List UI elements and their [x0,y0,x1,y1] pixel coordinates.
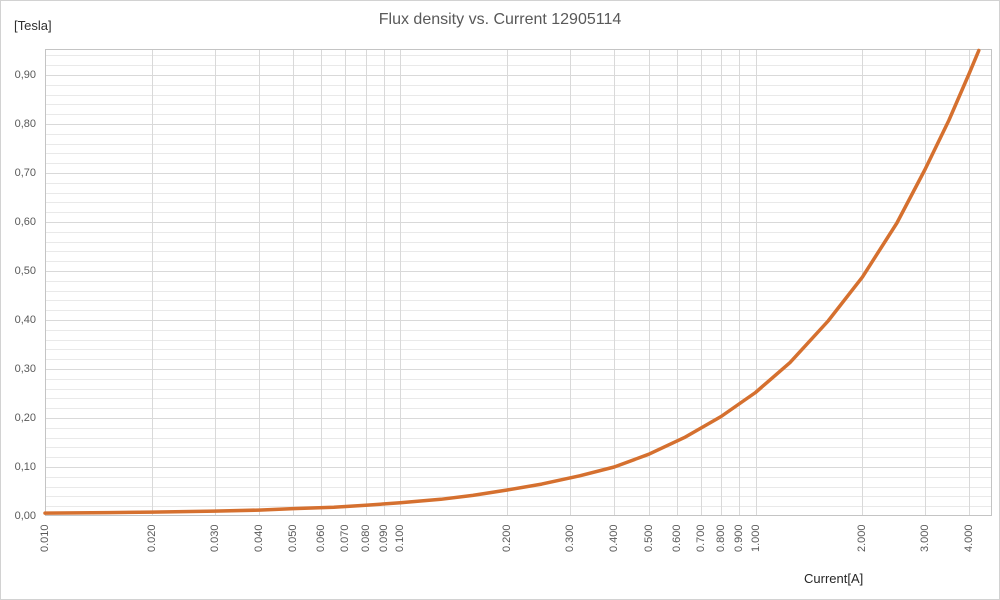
x-tick-label: 0.060 [315,524,328,552]
x-tick-label: 0.020 [145,524,158,552]
x-tick-label: 4.000 [963,524,976,552]
y-tick-label: 0,20 [14,411,36,424]
x-tick-label: 2.000 [856,524,869,552]
x-tick-label: 0.070 [339,524,352,552]
plot-border [45,49,992,516]
y-tick-label: 0,40 [14,313,36,326]
x-tick-label: 0.400 [608,524,621,552]
x-tick-label: 0.700 [694,524,707,552]
x-tick-label: 0.030 [208,524,221,552]
y-tick-label: 0,50 [14,264,36,277]
y-axis-unit-label: [Tesla] [14,18,52,33]
x-tick-label: 0.200 [501,524,514,552]
y-major-gridlines [45,75,992,468]
x-tick-label: 0.500 [642,524,655,552]
y-tick-label: 0,10 [14,460,36,473]
x-tick-label: 0.300 [563,524,576,552]
x-tick-label: 0.900 [733,524,746,552]
series-flux-density-line [43,48,981,515]
x-tick-label: 1.000 [749,524,762,552]
x-tick-label: 0.010 [39,524,51,552]
chart-title: Flux density vs. Current 12905114 [378,11,622,28]
x-tick-label: 0.100 [394,524,407,552]
x-tick-label: 3.000 [919,524,932,552]
x-tick-label: 0.080 [359,524,372,552]
y-tick-label: 0,30 [14,362,36,375]
x-axis-title: Current[A] [804,571,864,586]
y-tick-label: 0,80 [14,117,36,130]
x-tick-label: 0.600 [670,524,683,552]
y-tick-label: 0,00 [14,510,36,522]
x-tick-label: 0.050 [287,524,300,552]
y-tick-label: 0,90 [14,68,36,81]
x-tick-label: 0.800 [715,524,728,552]
y-tick-label: 0,70 [14,166,36,179]
x-tick-label: 0.090 [378,524,390,552]
y-minor-gridlines [45,55,992,507]
x-tick-label: 0.040 [252,524,265,552]
y-tick-label: 0,60 [14,215,36,228]
x-gridlines [45,49,970,516]
